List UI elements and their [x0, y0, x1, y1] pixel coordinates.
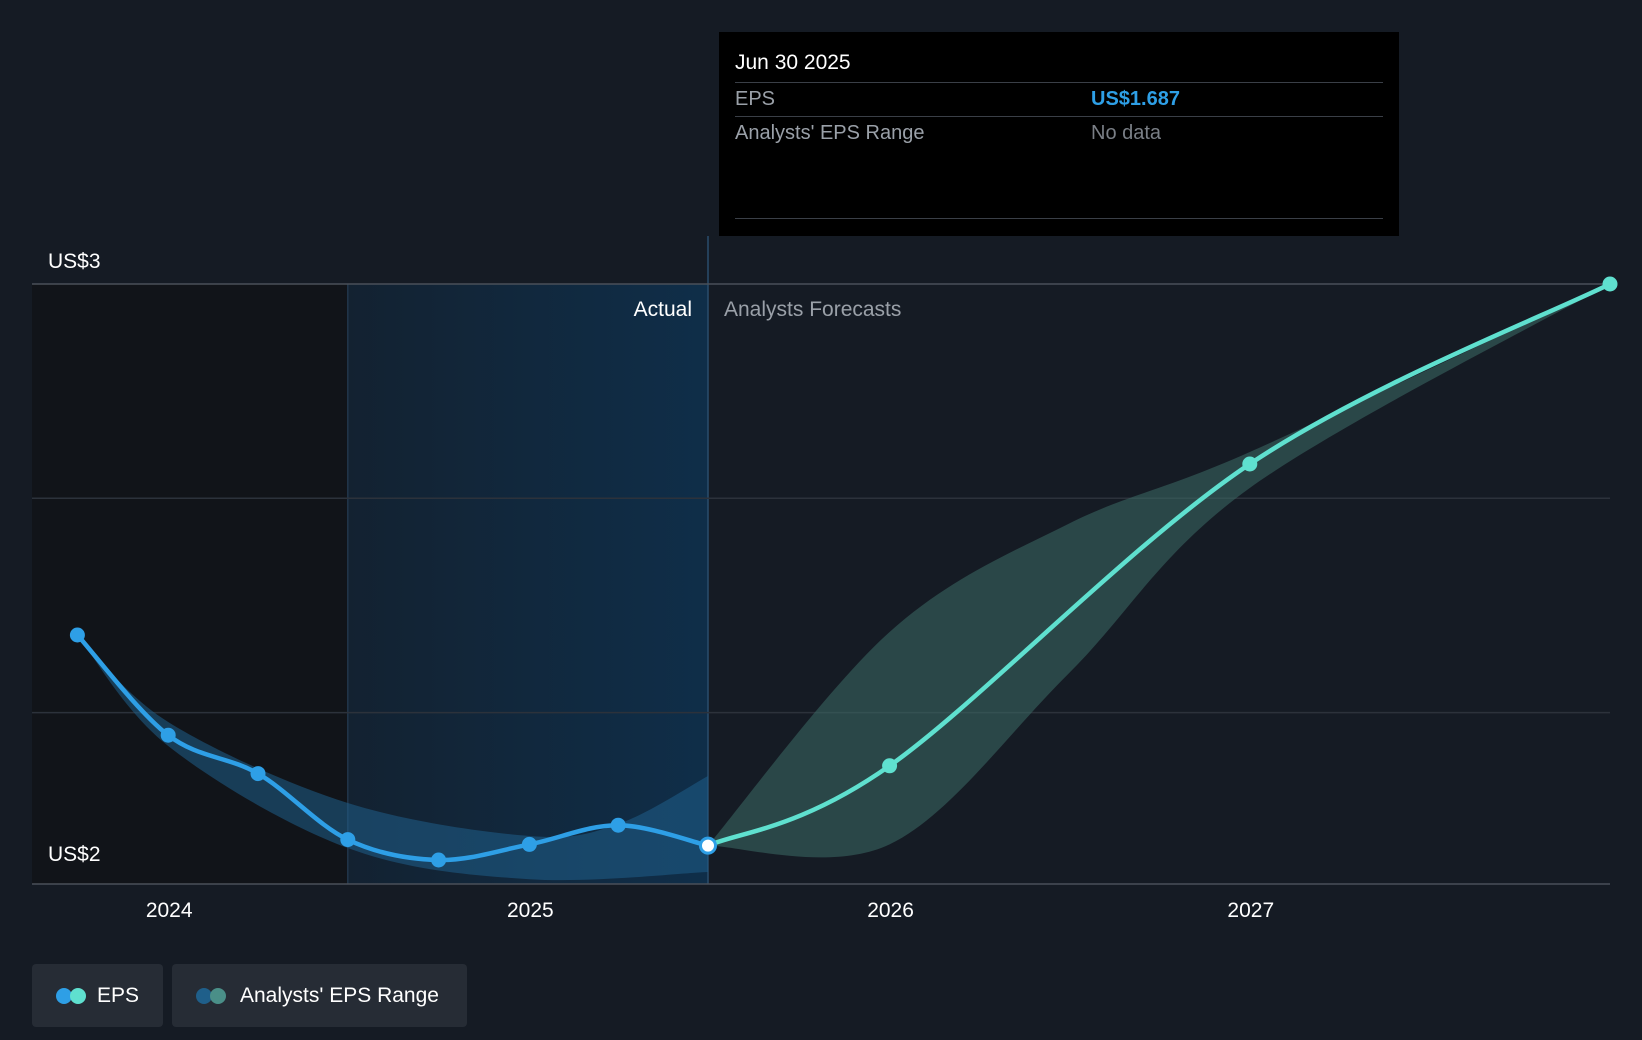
eps-point-selected [699, 836, 718, 855]
tooltip: Jun 30 2025 EPS US$1.687 Analysts' EPS R… [719, 32, 1399, 236]
x-tick-label: 2026 [867, 899, 914, 922]
eps-point-actual [610, 817, 626, 833]
tooltip-eps-value: US$1.687 [1091, 88, 1180, 110]
tooltip-date: Jun 30 2025 [735, 51, 851, 74]
eps-point-forecast [1602, 276, 1618, 292]
legend-eps-label: EPS [96, 983, 139, 1007]
x-tick-label: 2027 [1227, 899, 1274, 922]
eps-line-forecast [705, 281, 1613, 848]
legend-range-dot-forecast [210, 987, 226, 1004]
tooltip-row-eps: EPS US$1.687 [735, 82, 1383, 116]
eps-point-actual [69, 627, 85, 643]
forecast-label: Analysts Forecasts [724, 298, 901, 321]
tooltip-eps-label: EPS [735, 88, 776, 110]
x-tick-label: 2025 [507, 899, 554, 922]
eps-point-actual [160, 727, 176, 743]
past-region [32, 284, 348, 884]
tooltip-range-value: No data [1091, 122, 1162, 144]
legend-eps-dot-actual [56, 987, 72, 1004]
legend-eps-dot-forecast [70, 987, 86, 1004]
actual-highlight-region [347, 284, 709, 884]
legend-item-eps[interactable]: EPS [32, 964, 163, 1027]
eps-range-band-actual [77, 635, 709, 881]
eps-point-actual [250, 766, 266, 782]
y-tick-label: US$2 [48, 843, 101, 866]
eps-range-band-forecast [708, 284, 1610, 858]
legend-item-eps-range[interactable]: Analysts' EPS Range [172, 964, 467, 1027]
eps-point-forecast [1242, 456, 1258, 472]
legend-range-dot-actual [196, 987, 212, 1004]
eps-point-actual [431, 852, 447, 868]
legend-range-label: Analysts' EPS Range [240, 983, 439, 1007]
x-tick-label: 2024 [146, 899, 193, 922]
eps-point-actual [521, 836, 537, 852]
y-tick-label: US$3 [48, 250, 101, 273]
tooltip-range-label: Analysts' EPS Range [735, 122, 925, 144]
tooltip-row-range: Analysts' EPS Range No data [735, 116, 1383, 150]
legend: EPS Analysts' EPS Range [32, 964, 467, 1027]
eps-point-actual [340, 832, 356, 848]
legend-eps-swatch-icon [56, 987, 86, 1004]
actual-label: Actual [634, 298, 692, 321]
tooltip-divider [735, 218, 1383, 219]
legend-range-swatch-icon [196, 987, 226, 1004]
eps-point-forecast [882, 758, 898, 774]
